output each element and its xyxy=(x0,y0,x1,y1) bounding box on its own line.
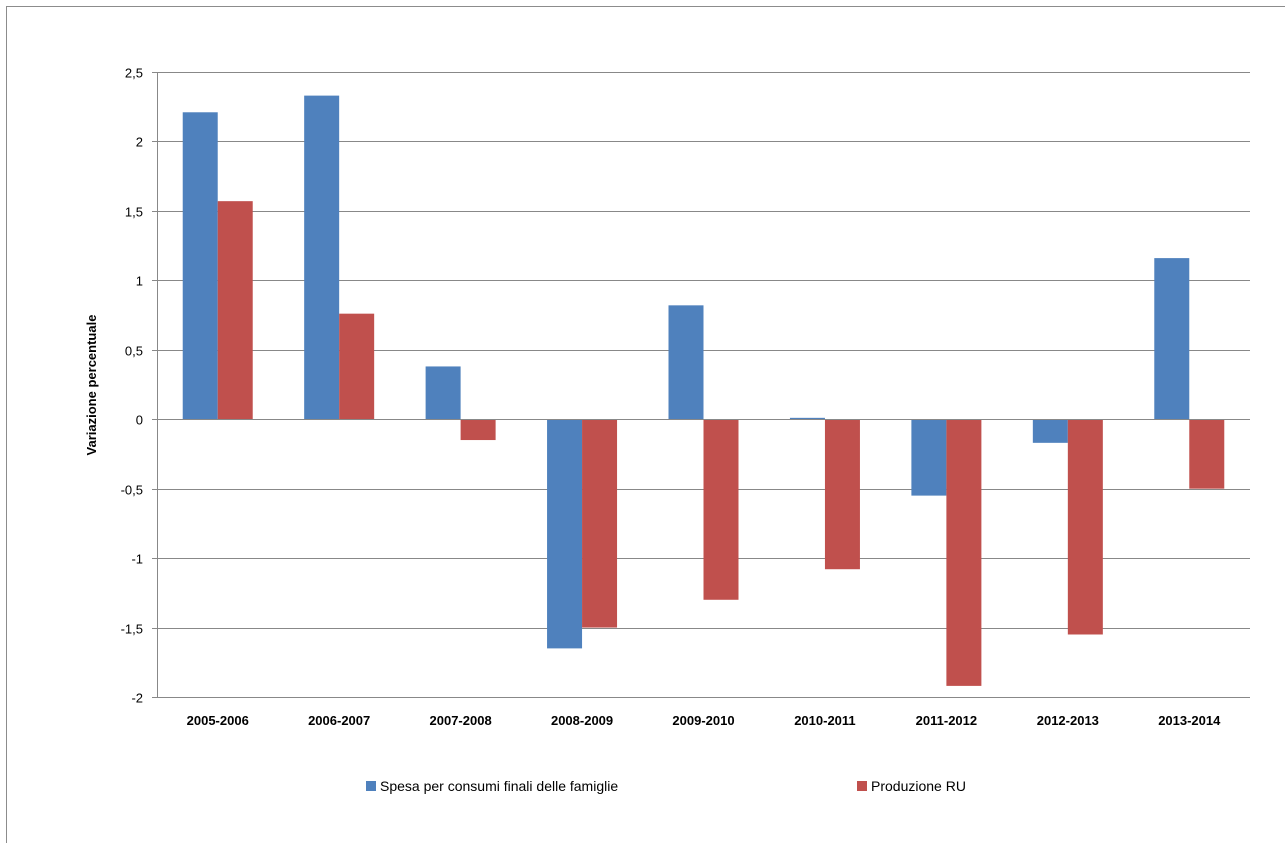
x-tick-label: 2007-2008 xyxy=(430,713,492,728)
x-tick-label: 2010-2011 xyxy=(794,713,855,728)
bar-series-1-2005-2006 xyxy=(182,112,218,420)
x-tick-label: 2009-2010 xyxy=(672,713,734,728)
y-tick-label: 2 xyxy=(136,135,143,150)
y-tick-label: 1,5 xyxy=(125,205,143,220)
y-tick-label: -2 xyxy=(131,691,143,706)
y-axis-ticks: 2,5 2 1,5 1 0,5 0 -0,5 -1 -1,5 -2 xyxy=(121,66,158,706)
y-tick-label: -1,5 xyxy=(121,622,143,637)
bar-series-1-2009-2010 xyxy=(668,305,704,420)
bar-series-2-2009-2010 xyxy=(703,419,739,600)
bar-series-2-2007-2008 xyxy=(460,419,496,441)
bar-series-2-2013-2014 xyxy=(1189,419,1225,489)
x-tick-label: 2012-2013 xyxy=(1037,713,1099,728)
bar-series-1-2011-2012 xyxy=(911,419,947,496)
legend: Spesa per consumi finali delle famiglie … xyxy=(366,778,966,794)
legend-swatch-produzione xyxy=(857,781,867,791)
bar-series-1-2013-2014 xyxy=(1154,258,1190,420)
y-tick-label: 0,5 xyxy=(125,344,143,359)
chart-area xyxy=(6,6,1285,843)
x-tick-label: 2005-2006 xyxy=(187,713,249,728)
legend-swatch-spesa xyxy=(366,781,376,791)
y-tick-label: 0 xyxy=(136,413,143,428)
bar-series-1-2008-2009 xyxy=(547,419,583,649)
bars xyxy=(182,95,1225,686)
bar-series-1-2012-2013 xyxy=(1032,419,1068,443)
bar-series-2-2012-2013 xyxy=(1067,419,1103,635)
x-tick-label: 2011-2012 xyxy=(916,713,977,728)
y-tick-label: -1 xyxy=(131,552,143,567)
x-tick-label: 2008-2009 xyxy=(551,713,613,728)
y-tick-label: 2,5 xyxy=(125,66,143,81)
bar-series-1-2010-2011 xyxy=(789,417,825,420)
bar-series-1-2007-2008 xyxy=(425,366,461,420)
legend-label-produzione: Produzione RU xyxy=(871,778,966,794)
bar-series-2-2008-2009 xyxy=(582,419,618,628)
y-tick-label: -0,5 xyxy=(121,483,143,498)
x-tick-label: 2006-2007 xyxy=(308,713,370,728)
bar-series-2-2011-2012 xyxy=(946,419,982,686)
legend-label-spesa: Spesa per consumi finali delle famiglie xyxy=(380,778,618,794)
bar-series-1-2006-2007 xyxy=(304,95,340,420)
x-tick-label: 2013-2014 xyxy=(1158,713,1221,728)
bar-series-2-2010-2011 xyxy=(824,419,860,570)
x-axis-labels: 2005-2006 2006-2007 2007-2008 2008-2009 2009… xyxy=(187,713,1221,728)
y-axis-label: Variazione percentuale xyxy=(84,315,99,456)
y-tick-label: 1 xyxy=(136,274,143,289)
bar-series-2-2005-2006 xyxy=(217,201,253,420)
bar-series-2-2006-2007 xyxy=(339,313,375,420)
